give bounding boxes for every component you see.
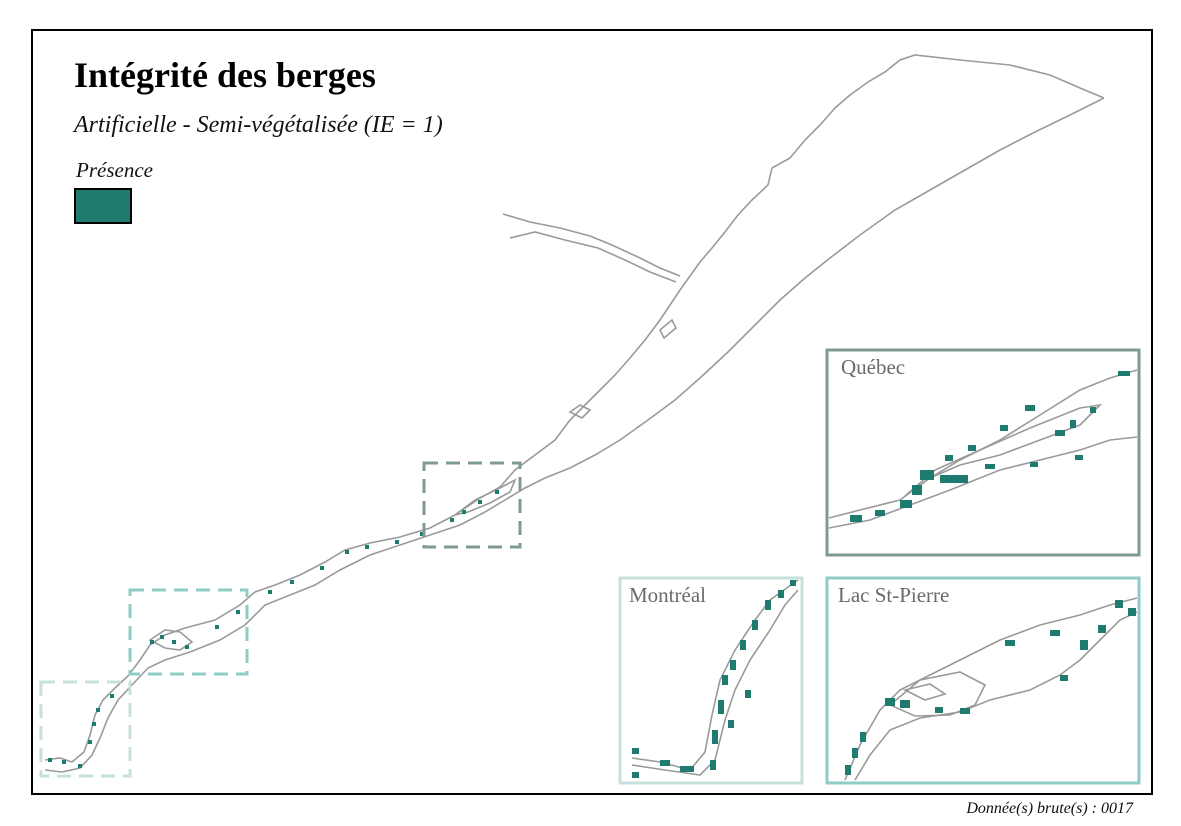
inset-label-quebec: Québec — [841, 355, 906, 379]
zoom-box-montreal — [39, 680, 132, 778]
presence-markers-main — [48, 490, 499, 768]
presence-marker — [968, 445, 976, 451]
presence-marker — [1128, 608, 1136, 616]
inset-quebec-panel — [825, 348, 1141, 557]
presence-marker — [712, 730, 718, 744]
map-subtitle: Artificielle - Semi-végétalisée (IE = 1) — [74, 112, 443, 138]
presence-marker — [1050, 630, 1060, 636]
presence-marker — [710, 760, 716, 770]
presence-marker — [1025, 405, 1035, 411]
island-a — [568, 404, 592, 419]
presence-marker — [1115, 600, 1123, 608]
presence-marker — [852, 748, 858, 758]
presence-marker — [345, 550, 349, 554]
presence-marker — [722, 675, 728, 685]
inset-lac-st-pierre-panel — [825, 576, 1141, 785]
presence-marker — [450, 518, 454, 522]
presence-marker — [290, 580, 294, 584]
lac-st-pierre-islands — [148, 629, 194, 651]
data-source-note: Donnée(s) brute(s) : 0017 — [966, 800, 1133, 817]
presence-marker — [765, 600, 771, 610]
presence-marker — [110, 694, 114, 698]
presence-marker — [1118, 371, 1130, 376]
legend-label: Présence — [76, 158, 153, 182]
presence-marker — [185, 645, 189, 649]
presence-marker — [940, 475, 968, 483]
presence-marker — [935, 707, 943, 713]
presence-marker — [1070, 420, 1076, 428]
presence-marker — [1075, 455, 1083, 460]
presence-marker — [900, 700, 910, 708]
presence-marker — [395, 540, 399, 544]
presence-marker — [420, 532, 424, 536]
presence-marker — [845, 765, 851, 775]
presence-marker — [1060, 675, 1068, 681]
presence-marker — [728, 720, 734, 728]
presence-marker — [945, 455, 953, 461]
inset-lac-st-pierre-frame — [825, 576, 1141, 785]
zoom-box-quebec — [422, 461, 522, 549]
presence-marker — [1030, 462, 1038, 467]
presence-marker — [1090, 407, 1096, 413]
presence-marker — [790, 580, 796, 586]
presence-marker — [172, 640, 176, 644]
presence-marker — [365, 545, 369, 549]
presence-marker — [215, 625, 219, 629]
inset-montreal-panel — [618, 576, 804, 785]
inset-montreal-frame — [618, 576, 804, 785]
presence-marker — [462, 510, 466, 514]
presence-marker — [150, 640, 154, 644]
presence-marker — [660, 760, 670, 766]
presence-marker — [718, 700, 724, 714]
presence-marker — [745, 690, 751, 698]
presence-marker — [875, 510, 885, 516]
presence-marker — [900, 500, 912, 508]
island-b — [659, 318, 677, 340]
presence-marker — [920, 470, 934, 480]
presence-marker — [730, 660, 736, 670]
presence-marker — [1080, 640, 1088, 650]
presence-marker — [1000, 425, 1008, 431]
presence-marker — [912, 485, 922, 495]
presence-marker — [985, 464, 995, 469]
island-orleans — [454, 478, 517, 516]
presence-marker — [680, 766, 694, 772]
presence-marker — [48, 758, 52, 762]
legend-swatch — [74, 188, 132, 224]
presence-marker — [632, 748, 639, 754]
inset-quebec-frame — [825, 348, 1141, 557]
saguenay — [502, 213, 681, 277]
north-shore — [44, 54, 1105, 763]
presence-marker — [96, 708, 100, 712]
presence-marker — [88, 740, 92, 744]
presence-marker — [268, 590, 272, 594]
river-shoreline — [44, 54, 1105, 773]
presence-marker — [960, 708, 970, 714]
saguenay-south — [509, 231, 677, 283]
presence-marker — [92, 722, 96, 726]
presence-marker — [495, 490, 499, 494]
zoom-box-lac-st-pierre — [128, 588, 249, 676]
presence-marker — [62, 760, 66, 764]
presence-marker — [778, 590, 784, 598]
inset-label-montreal: Montréal — [629, 583, 706, 607]
presence-marker — [740, 640, 746, 650]
presence-marker — [78, 764, 82, 768]
presence-marker — [320, 566, 324, 570]
south-shore — [44, 97, 1105, 773]
presence-marker — [1098, 625, 1106, 633]
presence-marker — [478, 500, 482, 504]
presence-marker — [860, 732, 866, 742]
presence-marker — [885, 698, 895, 706]
presence-marker — [850, 515, 862, 522]
presence-marker — [1005, 640, 1015, 646]
presence-marker — [160, 635, 164, 639]
presence-marker — [752, 620, 758, 630]
presence-marker — [236, 610, 240, 614]
inset-label-lac-st-pierre: Lac St-Pierre — [838, 583, 950, 607]
map-title: Intégrité des berges — [74, 55, 376, 95]
presence-marker — [1055, 430, 1065, 436]
presence-marker — [632, 772, 639, 778]
